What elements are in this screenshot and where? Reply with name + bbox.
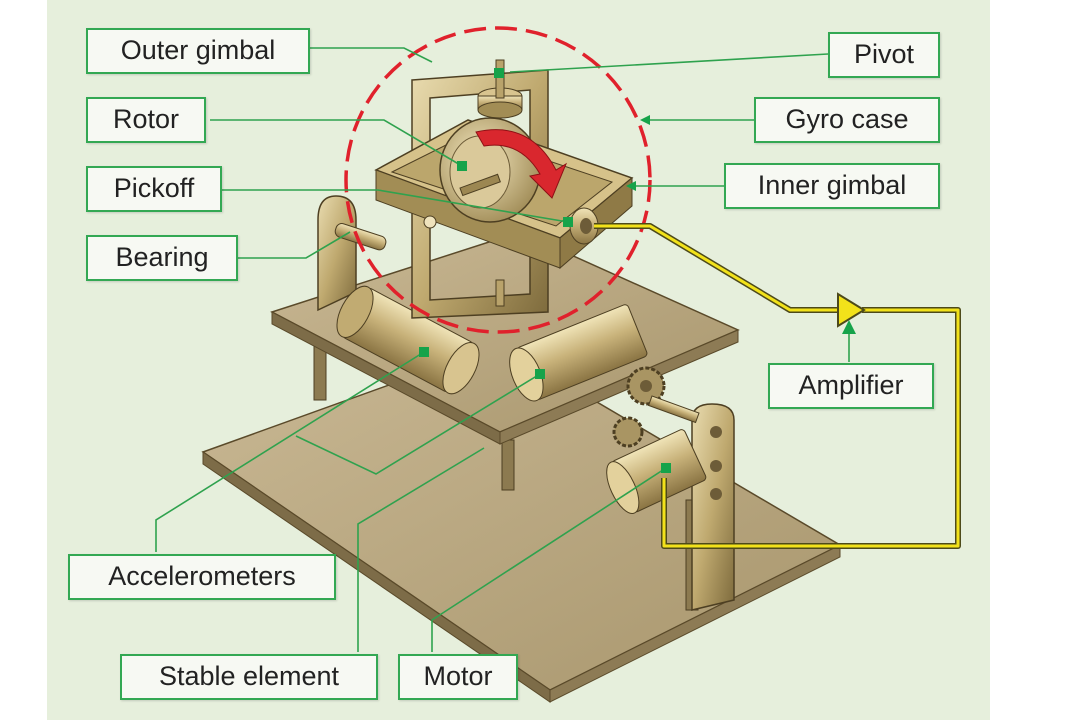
gyroscope (374, 59, 634, 319)
leader-line-endpoints (419, 68, 856, 473)
label-stable-element: Stable element (120, 654, 378, 700)
amplifier-symbol (837, 292, 866, 328)
label-pivot: Pivot (828, 32, 940, 78)
label-pickoff: Pickoff (86, 166, 222, 212)
label-bearing: Bearing (86, 235, 238, 281)
label-motor: Motor (398, 654, 518, 700)
leader-lines (155, 47, 850, 652)
signal-wire (594, 223, 961, 549)
base-plate (201, 344, 842, 703)
gyro-case-circle (344, 26, 652, 334)
bearing-support (317, 195, 387, 312)
label-amplifier: Amplifier (768, 363, 934, 409)
label-inner-gimbal: Inner gimbal (724, 163, 940, 209)
label-accelerometers: Accelerometers (68, 554, 336, 600)
label-rotor: Rotor (86, 97, 206, 143)
label-gyro-case: Gyro case (754, 97, 940, 143)
accelerometer-cylinders (336, 285, 648, 402)
label-outer-gimbal: Outer gimbal (86, 28, 310, 74)
motor-assembly (606, 366, 735, 611)
